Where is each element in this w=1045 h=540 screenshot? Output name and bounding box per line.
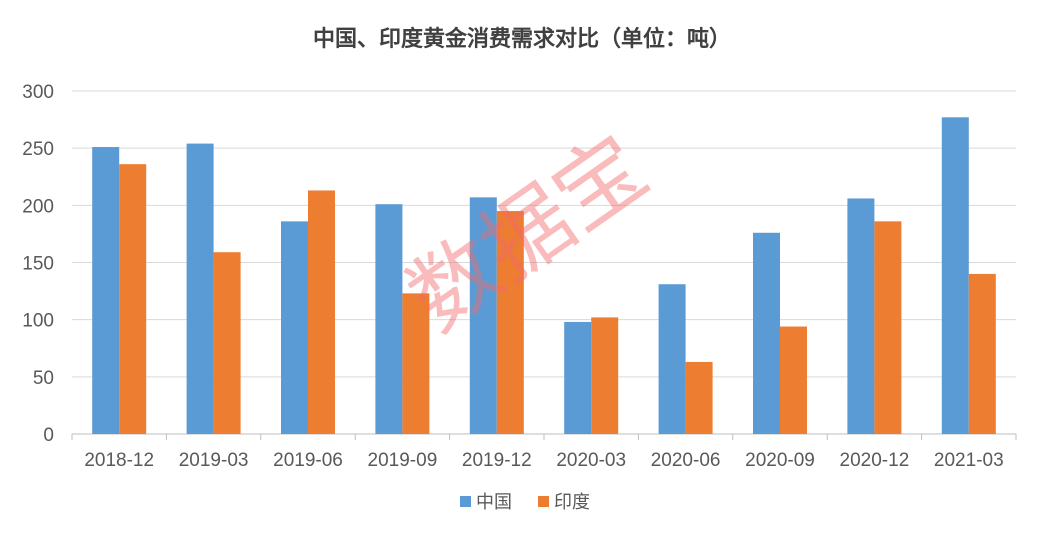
bar-india [874, 221, 902, 434]
x-tick-label: 2020-09 [745, 450, 815, 471]
bar-china [847, 198, 875, 434]
bar-china [281, 221, 308, 434]
legend-label-china: 中国 [476, 492, 512, 513]
bar-india [685, 361, 713, 434]
y-tick-label: 250 [22, 139, 54, 160]
bar-china [375, 204, 403, 434]
bar-china [186, 143, 214, 435]
bar-india [213, 252, 241, 434]
legend: 中国 印度 [460, 492, 590, 513]
x-tick-label: 2019-06 [273, 450, 343, 471]
x-tick-label: 2018-12 [84, 450, 154, 471]
x-tick-label: 2019-12 [462, 450, 532, 471]
bar-india [591, 317, 619, 434]
y-tick-label: 200 [22, 196, 54, 217]
legend-swatch-china [460, 496, 471, 507]
x-axis: 2018-12 2019-03 2019-06 2019-09 2019-12 2020-… [71, 434, 1017, 471]
bar-india [496, 211, 524, 434]
y-tick-label: 50 [33, 368, 54, 389]
x-tick-label: 2020-12 [840, 450, 910, 471]
x-tick-label: 2019-09 [368, 450, 438, 471]
y-tick-label: 0 [43, 425, 54, 446]
bar-china [658, 284, 686, 434]
legend-swatch-india [538, 496, 549, 507]
bar-china [564, 321, 592, 434]
bar-china [753, 232, 780, 434]
bar-india [119, 164, 147, 434]
x-tick-label: 2020-03 [556, 450, 626, 471]
y-tick-label: 100 [22, 311, 54, 332]
bar-india [308, 190, 335, 434]
x-tick-label: 2020-06 [651, 450, 721, 471]
bar-china [941, 117, 969, 435]
y-tick-label: 150 [22, 254, 54, 275]
legend-label-india: 印度 [554, 492, 590, 513]
y-axis: 0 50 100 150 200 250 300 [22, 82, 54, 446]
bar-china [92, 147, 120, 435]
x-tick-label: 2019-03 [179, 450, 249, 471]
watermark: 数据宝 [390, 115, 665, 351]
chart-title: 中国、印度黄金消费需求对比（单位：吨） [313, 26, 731, 52]
bar-india [402, 293, 430, 434]
x-tick-label: 2021-03 [934, 450, 1004, 471]
y-tick-label: 300 [22, 82, 54, 103]
bars [92, 117, 996, 435]
bar-china [469, 197, 497, 434]
bar-india [968, 273, 996, 434]
bar-india [780, 326, 807, 434]
